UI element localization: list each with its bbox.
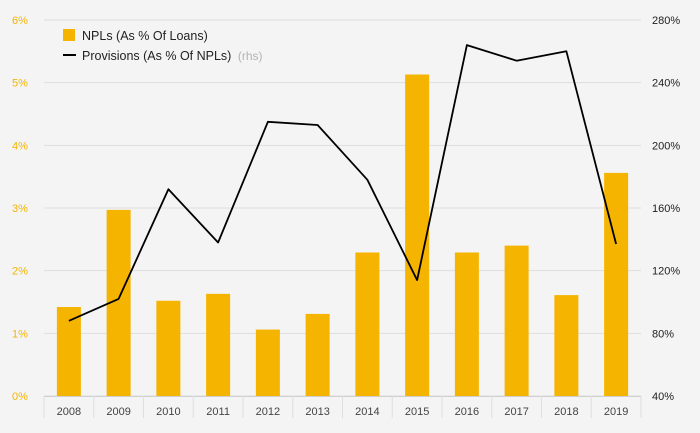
legend-label-rhs: (rhs) (238, 49, 263, 63)
bar-2012 (255, 329, 280, 396)
x-tick-label: 2019 (604, 406, 628, 418)
x-tick-label: 2013 (305, 406, 329, 418)
legend-swatch-npls (63, 29, 75, 41)
legend: NPLs (As % Of Loans) Provisions (As % Of… (63, 29, 263, 63)
svg-text:Provisions (As % Of NPLs): Provisions (As % Of NPLs) (rhs) (82, 49, 263, 63)
bar-2010 (156, 300, 181, 396)
y-left-tick-label: 4% (12, 140, 28, 152)
bar-2018 (554, 295, 579, 396)
npl-bars (56, 74, 629, 397)
legend-label-provisions: Provisions (As % Of NPLs) (82, 49, 231, 63)
bar-2011 (206, 293, 231, 396)
bar-2016 (454, 252, 479, 396)
y-left-tick-label: 6% (12, 15, 28, 27)
y-left-tick-label: 3% (12, 203, 28, 215)
x-tick-label: 2012 (256, 406, 280, 418)
y-axis-right: 40% 80% 120% 160% 200% 240% 280% (652, 15, 680, 403)
y-left-tick-label: 1% (12, 328, 28, 340)
y-right-tick-label: 40% (652, 391, 674, 403)
y-left-tick-label: 0% (12, 391, 28, 403)
y-right-tick-label: 160% (652, 203, 680, 215)
y-right-tick-label: 200% (652, 140, 680, 152)
y-left-tick-label: 2% (12, 266, 28, 278)
y-axis-left: 0% 1% 2% 3% 4% 5% 6% (12, 15, 28, 403)
bar-2008 (56, 307, 81, 396)
y-right-tick-label: 120% (652, 266, 680, 278)
x-tick-label: 2018 (554, 406, 578, 418)
x-tick-label: 2014 (355, 406, 379, 418)
x-tick-label: 2010 (156, 406, 180, 418)
y-right-tick-label: 80% (652, 328, 674, 340)
bar-2017 (504, 245, 529, 396)
gridlines (44, 19, 641, 397)
y-right-tick-label: 280% (652, 15, 680, 27)
bar-2013 (305, 313, 330, 396)
x-tick-label: 2008 (57, 406, 81, 418)
legend-label-npls: NPLs (As % Of Loans) (82, 29, 208, 43)
bar-2019 (604, 172, 629, 396)
bar-2015 (405, 74, 430, 397)
provisions-line (68, 44, 617, 322)
x-tick-label: 2011 (206, 406, 230, 418)
x-tick-label: 2015 (405, 406, 429, 418)
x-tick-label: 2016 (455, 406, 479, 418)
bar-2014 (355, 252, 380, 396)
y-left-tick-label: 5% (12, 78, 28, 90)
y-right-tick-label: 240% (652, 78, 680, 90)
x-axis: 2008 2009 2010 2011 2012 2013 2014 2015 2016 2017… (43, 396, 642, 418)
x-tick-label: 2017 (504, 406, 528, 418)
x-tick-label: 2009 (106, 406, 130, 418)
